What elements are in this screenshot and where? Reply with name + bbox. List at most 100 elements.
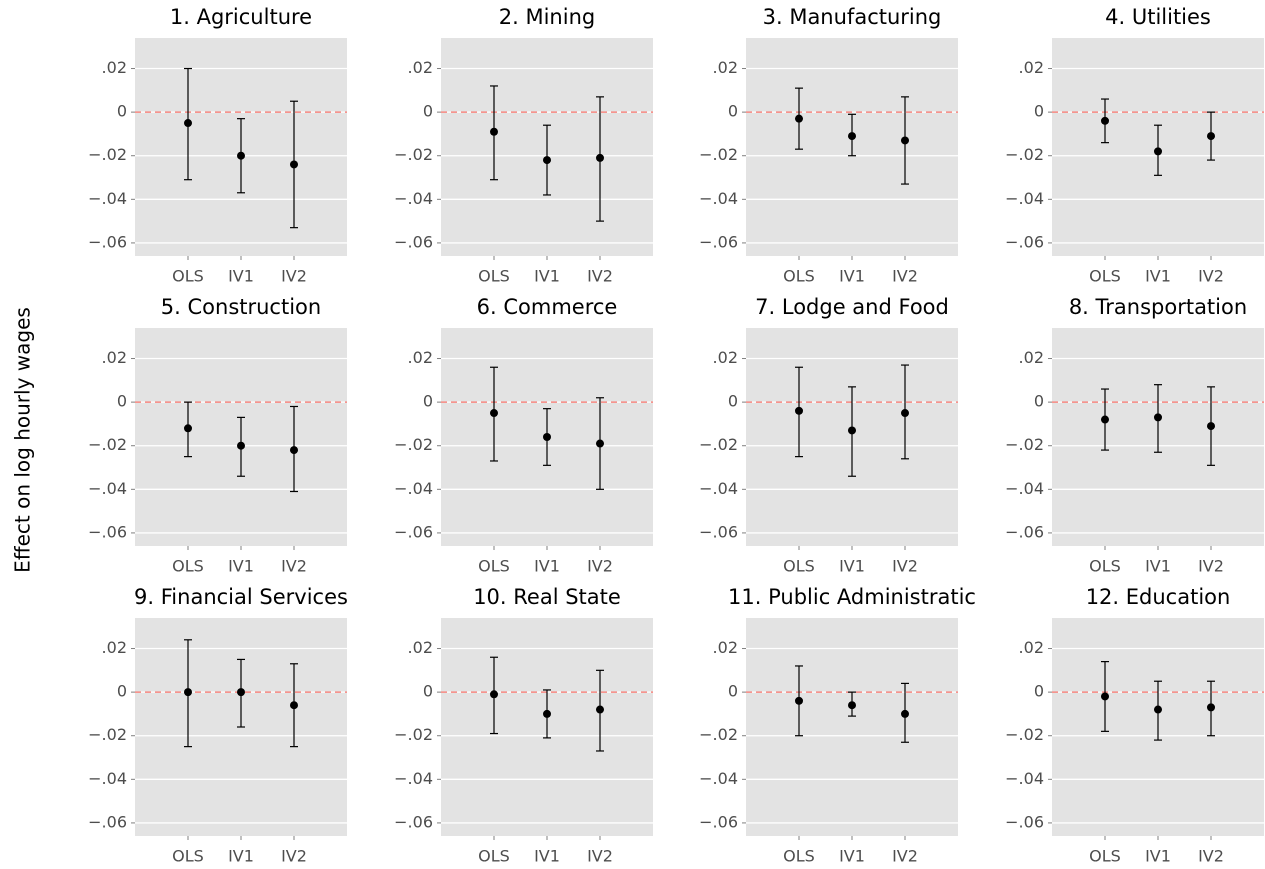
point: [290, 446, 298, 455]
y-tick-label: −.02: [394, 145, 433, 164]
x-tick-label: IV1: [839, 557, 865, 576]
y-axis-label: Effect on log hourly wages: [11, 307, 35, 573]
point: [543, 156, 551, 165]
y-tick-label: −.04: [394, 769, 433, 788]
panel-title: 4. Utilities: [1105, 5, 1211, 29]
error-bar: [543, 408, 551, 466]
y-tick-label: −.06: [699, 232, 738, 251]
point: [1101, 116, 1109, 125]
x-tick-label: OLS: [1089, 267, 1121, 286]
point: [1101, 692, 1109, 701]
error-bar: [543, 124, 551, 196]
x-tick-label: IV1: [1145, 557, 1171, 576]
point: [490, 409, 498, 418]
error-bar: [596, 669, 604, 752]
panel-title: 6. Commerce: [477, 295, 618, 319]
point: [795, 114, 803, 123]
x-tick-label: IV2: [1198, 557, 1224, 576]
error-bar: [848, 691, 856, 717]
point: [1207, 132, 1215, 141]
y-tick-label: 0: [423, 392, 433, 411]
error-bar: [184, 401, 192, 458]
point: [184, 119, 192, 128]
point: [596, 439, 604, 448]
error-bar: [1154, 384, 1162, 453]
y-tick-label: −.02: [88, 435, 127, 454]
x-tick-label: IV1: [534, 267, 560, 286]
x-tick-label: IV2: [1198, 267, 1224, 286]
y-tick-label: .02: [408, 348, 433, 367]
y-tick-label: .02: [713, 638, 738, 657]
point: [848, 426, 856, 435]
panel-title: 2. Mining: [499, 5, 595, 29]
point: [901, 709, 909, 718]
error-bar: [901, 682, 909, 743]
x-tick-label: IV1: [228, 847, 254, 866]
point: [184, 424, 192, 433]
error-bar: [848, 386, 856, 477]
y-tick-label: −.06: [88, 812, 127, 831]
y-tick-label: .02: [102, 638, 127, 657]
y-tick-label: 0: [117, 682, 127, 701]
y-tick-label: .02: [102, 348, 127, 367]
y-tick-label: −.02: [699, 145, 738, 164]
y-tick-label: −.04: [699, 479, 738, 498]
y-tick-label: .02: [408, 638, 433, 657]
x-tick-label: OLS: [783, 267, 815, 286]
y-tick-label: −.06: [394, 522, 433, 541]
error-bar: [1207, 680, 1215, 737]
x-tick-label: OLS: [172, 557, 204, 576]
y-tick-label: 0: [423, 682, 433, 701]
error-bar: [184, 639, 192, 748]
point: [1207, 422, 1215, 431]
x-tick-label: IV2: [587, 847, 613, 866]
x-tick-label: IV2: [892, 267, 918, 286]
x-tick-label: OLS: [172, 267, 204, 286]
y-tick-label: −.02: [699, 435, 738, 454]
x-tick-label: IV2: [892, 847, 918, 866]
error-bar: [1207, 111, 1215, 161]
y-tick-label: −.02: [88, 145, 127, 164]
y-tick-label: −.02: [699, 725, 738, 744]
y-tick-label: 0: [728, 392, 738, 411]
panel-title: 5. Construction: [161, 295, 321, 319]
x-tick-label: IV2: [1198, 847, 1224, 866]
y-tick-label: −.06: [699, 522, 738, 541]
y-tick-label: −.06: [88, 232, 127, 251]
y-tick-label: 0: [117, 392, 127, 411]
y-tick-label: .02: [1019, 638, 1044, 657]
y-tick-label: −.04: [1005, 479, 1044, 498]
point: [1154, 413, 1162, 422]
x-tick-label: IV1: [1145, 847, 1171, 866]
point: [490, 690, 498, 699]
point: [543, 709, 551, 718]
panel-background: [746, 618, 958, 836]
y-tick-label: −.02: [1005, 145, 1044, 164]
y-tick-label: −.06: [394, 812, 433, 831]
x-tick-label: IV2: [587, 557, 613, 576]
panel-title: 11. Public Administratic: [728, 585, 976, 609]
y-tick-label: −.06: [1005, 812, 1044, 831]
point: [184, 688, 192, 697]
point: [596, 153, 604, 162]
point: [290, 160, 298, 169]
error-bar: [795, 665, 803, 737]
y-tick-label: 0: [728, 102, 738, 121]
error-bar: [1154, 124, 1162, 176]
error-bar: [596, 96, 604, 222]
y-tick-label: −.02: [1005, 725, 1044, 744]
x-tick-label: IV1: [534, 557, 560, 576]
error-bar: [490, 366, 498, 462]
y-tick-label: −.06: [88, 522, 127, 541]
error-bar: [290, 405, 298, 493]
y-tick-label: .02: [1019, 58, 1044, 77]
x-tick-label: IV2: [892, 557, 918, 576]
y-tick-label: 0: [117, 102, 127, 121]
y-tick-label: 0: [423, 102, 433, 121]
y-tick-label: .02: [102, 58, 127, 77]
y-tick-label: −.04: [394, 479, 433, 498]
point: [237, 151, 245, 160]
x-tick-label: OLS: [478, 267, 510, 286]
error-bar: [184, 67, 192, 181]
